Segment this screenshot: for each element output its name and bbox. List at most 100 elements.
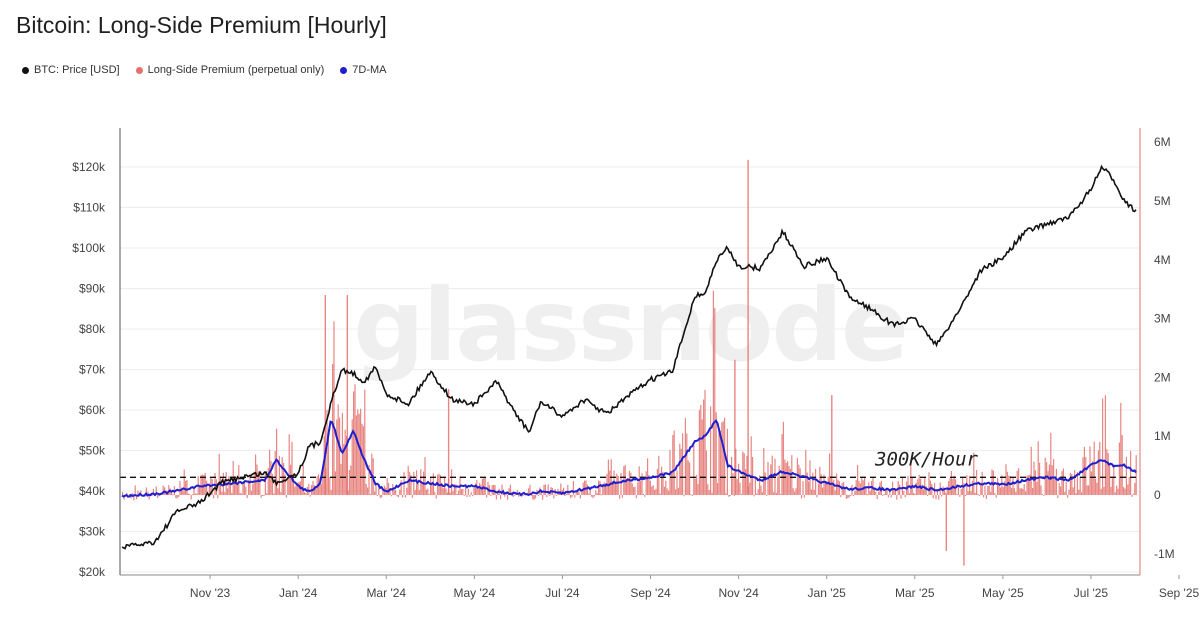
y-right-tick-label: -1M bbox=[1154, 547, 1175, 561]
premium-bar bbox=[155, 486, 157, 495]
premium-bar bbox=[298, 481, 300, 495]
premium-bar bbox=[662, 471, 664, 495]
price-line bbox=[121, 164, 1137, 550]
premium-bar bbox=[995, 495, 997, 498]
premium-bar bbox=[873, 489, 875, 495]
premium-bar bbox=[235, 478, 237, 495]
y-axis-right: -1M 0 1M 2M 3M 4M 5M 6M bbox=[1154, 135, 1175, 561]
premium-bar bbox=[1067, 495, 1069, 498]
premium-bar bbox=[187, 493, 189, 495]
premium-bar bbox=[206, 480, 208, 495]
premium-peak-bar bbox=[734, 359, 736, 495]
premium-bar bbox=[547, 484, 549, 495]
premium-bar bbox=[563, 487, 565, 495]
premium-bar bbox=[193, 487, 195, 495]
premium-bar bbox=[635, 495, 637, 499]
premium-bar bbox=[332, 363, 334, 495]
premium-bar bbox=[745, 469, 747, 495]
premium-bar bbox=[516, 490, 518, 495]
premium-bar bbox=[717, 483, 719, 495]
premium-bar bbox=[533, 495, 535, 500]
premium-bar bbox=[729, 495, 731, 496]
premium-bar bbox=[600, 494, 602, 496]
premium-bar bbox=[544, 484, 546, 495]
premium-bar bbox=[227, 488, 229, 495]
premium-bar bbox=[297, 482, 299, 495]
premium-bar bbox=[785, 462, 787, 495]
premium-bar bbox=[570, 495, 572, 499]
premium-bar bbox=[168, 485, 170, 495]
premium-bar bbox=[504, 495, 506, 497]
premium-bar bbox=[147, 491, 149, 495]
premium-bar bbox=[773, 492, 775, 495]
premium-bar bbox=[759, 475, 761, 495]
premium-bar bbox=[780, 493, 782, 495]
premium-bar bbox=[705, 450, 707, 495]
premium-bar bbox=[914, 493, 916, 495]
premium-bar bbox=[434, 492, 436, 495]
premium-bar bbox=[735, 448, 737, 495]
premium-bar bbox=[654, 489, 656, 495]
premium-bar bbox=[918, 474, 920, 495]
premium-bar bbox=[1089, 446, 1091, 495]
premium-bar bbox=[263, 495, 265, 496]
premium-bar bbox=[931, 483, 933, 495]
premium-bar bbox=[924, 476, 926, 495]
legend-item-price[interactable]: BTC: Price [USD] bbox=[22, 64, 120, 76]
premium-bar bbox=[1061, 471, 1063, 495]
premium-bar bbox=[364, 389, 366, 495]
premium-peak-bar bbox=[963, 495, 965, 566]
premium-bar bbox=[663, 486, 665, 495]
premium-bar bbox=[987, 485, 989, 495]
premium-bar bbox=[936, 489, 938, 495]
premium-bar bbox=[876, 495, 878, 499]
premium-bar bbox=[134, 485, 136, 495]
premium-bar bbox=[787, 461, 789, 495]
premium-bar bbox=[495, 495, 497, 500]
premium-bar bbox=[1083, 446, 1085, 495]
premium-bar bbox=[236, 482, 238, 495]
premium-bar bbox=[710, 406, 712, 495]
premium-bar bbox=[1037, 441, 1039, 495]
premium-bar bbox=[140, 490, 142, 495]
premium-bar bbox=[714, 307, 716, 495]
premium-bar bbox=[792, 488, 794, 495]
legend-item-premium[interactable]: Long-Side Premium (perpetual only) bbox=[135, 64, 324, 76]
premium-bar bbox=[287, 477, 289, 495]
premium-bar bbox=[204, 472, 206, 495]
premium-bar bbox=[242, 481, 244, 495]
premium-bar bbox=[1079, 476, 1081, 495]
y-right-tick-label: 1M bbox=[1154, 429, 1171, 443]
premium-bar bbox=[248, 480, 250, 495]
premium-bar bbox=[1124, 488, 1126, 495]
premium-bar bbox=[738, 463, 740, 495]
premium-bar bbox=[754, 477, 756, 495]
premium-bar bbox=[381, 495, 383, 498]
watermark-text: glassnode bbox=[353, 267, 907, 384]
premium-bar bbox=[259, 472, 261, 495]
legend-item-ma[interactable]: 7D-MA bbox=[340, 64, 387, 76]
premium-bar bbox=[648, 475, 650, 495]
premium-bar bbox=[1118, 442, 1120, 495]
premium-bar bbox=[343, 443, 345, 495]
premium-bar bbox=[346, 436, 348, 495]
premium-bar bbox=[234, 475, 236, 495]
premium-bar bbox=[1062, 468, 1064, 495]
premium-bar bbox=[313, 485, 315, 495]
premium-bar bbox=[992, 470, 994, 495]
premium-bar bbox=[375, 484, 377, 495]
premium-bar bbox=[308, 483, 310, 495]
legend-dot-premium bbox=[135, 66, 143, 74]
premium-bar bbox=[294, 486, 296, 495]
premium-bar bbox=[530, 494, 532, 496]
legend: BTC: Price [USD] Long-Side Premium (perp… bbox=[22, 64, 387, 76]
premium-bar bbox=[257, 471, 259, 495]
premium-bar bbox=[528, 488, 530, 495]
premium-bar bbox=[761, 492, 763, 495]
premium-bar bbox=[861, 477, 863, 495]
premium-bar bbox=[535, 495, 537, 499]
premium-bar bbox=[1030, 446, 1032, 495]
x-tick-label: Mar '24 bbox=[366, 586, 406, 600]
premium-bar bbox=[733, 495, 735, 496]
